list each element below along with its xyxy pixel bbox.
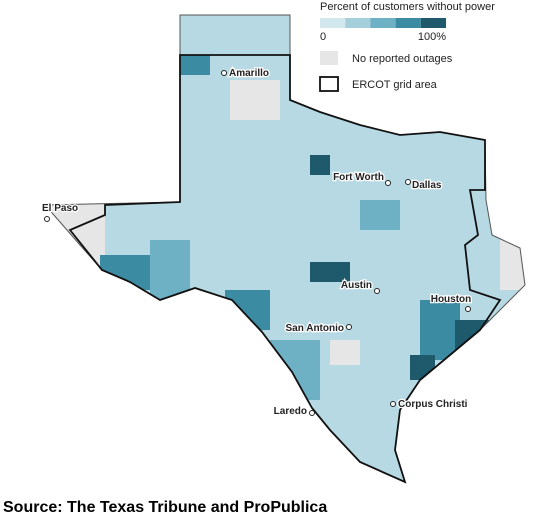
city-dot bbox=[405, 179, 411, 185]
city-dot bbox=[309, 410, 315, 416]
county bbox=[180, 55, 210, 75]
city-dot bbox=[221, 70, 227, 76]
city-dot bbox=[346, 324, 352, 330]
city-dot bbox=[44, 216, 50, 222]
city-dot bbox=[385, 180, 391, 186]
county bbox=[225, 290, 270, 330]
county bbox=[420, 300, 460, 360]
ercot-label: ERCOT grid area bbox=[352, 79, 438, 91]
no-data-label: No reported outages bbox=[352, 53, 453, 65]
county bbox=[455, 320, 500, 360]
county bbox=[310, 262, 350, 282]
county bbox=[150, 240, 190, 350]
city-dot bbox=[390, 401, 396, 407]
county bbox=[410, 355, 435, 380]
city-label: El Paso bbox=[42, 203, 78, 214]
legend-min: 0 bbox=[320, 31, 326, 43]
county bbox=[500, 240, 525, 290]
legend-max: 100% bbox=[418, 31, 446, 43]
ercot-outline bbox=[68, 54, 502, 484]
legend-step bbox=[345, 18, 371, 28]
legend: Percent of customers without power 0 100… bbox=[319, 1, 495, 92]
city-label: Dallas bbox=[412, 180, 442, 191]
no-data-swatch bbox=[320, 51, 338, 65]
legend-title: Percent of customers without power bbox=[320, 1, 495, 13]
city-label: Corpus Christi bbox=[398, 399, 468, 410]
cities: Amarillo Fort Worth Dallas El Paso Austin Hou… bbox=[41, 67, 473, 419]
legend-step bbox=[395, 18, 421, 28]
ercot-swatch bbox=[319, 76, 339, 92]
legend-step bbox=[420, 18, 446, 28]
source: Source: The Texas Tribune and ProPublica bbox=[3, 499, 327, 516]
legend-step bbox=[320, 18, 346, 28]
city-label: Laredo bbox=[274, 406, 307, 417]
city-label: San Antonio bbox=[285, 323, 344, 334]
county bbox=[230, 80, 280, 120]
county bbox=[270, 340, 320, 400]
county bbox=[330, 340, 360, 365]
city-label: Houston bbox=[431, 294, 472, 305]
city-dot bbox=[374, 288, 380, 294]
county bbox=[310, 155, 330, 175]
legend-step bbox=[370, 18, 396, 28]
city-label: Amarillo bbox=[229, 68, 269, 79]
city-label: Austin bbox=[341, 280, 372, 291]
county bbox=[360, 200, 400, 230]
city-dot bbox=[465, 306, 471, 312]
city-label: Fort Worth bbox=[333, 172, 384, 183]
